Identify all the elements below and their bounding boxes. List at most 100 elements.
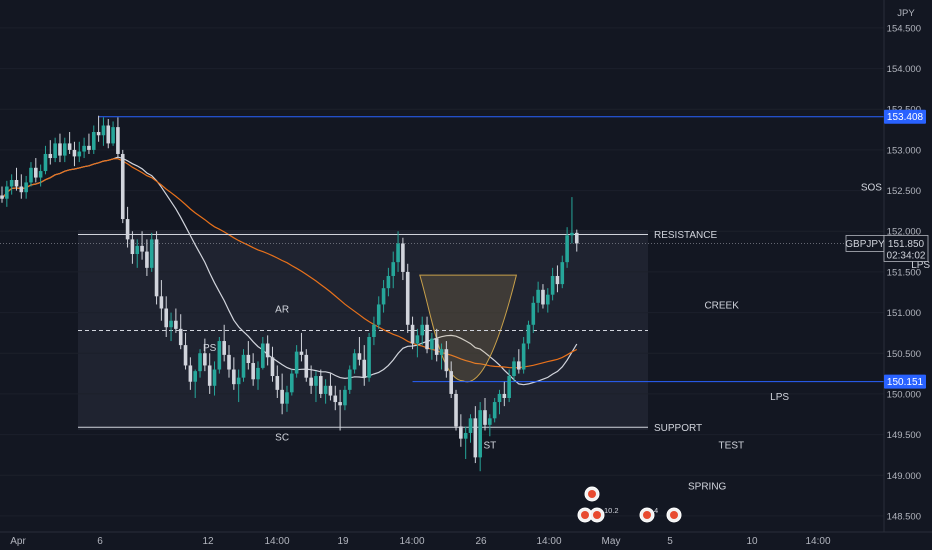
price-tick: 150.500 — [887, 349, 921, 360]
candle-body — [483, 410, 487, 425]
wyckoff-label-sc: SC — [275, 432, 289, 443]
candle-body — [314, 376, 318, 386]
flag-icon[interactable] — [584, 486, 600, 502]
candles — [0, 115, 579, 472]
candle-body — [227, 354, 231, 370]
candle-body — [82, 145, 86, 152]
candle-body — [62, 143, 67, 156]
flag-icon[interactable] — [666, 507, 682, 523]
candle-body — [299, 351, 304, 355]
time-tick: 14:00 — [805, 536, 830, 547]
candle-body — [386, 275, 391, 289]
candle-body — [463, 432, 468, 439]
candle-body — [497, 393, 502, 403]
candle-body — [87, 145, 91, 150]
candle-body — [149, 239, 154, 268]
price-tag-box — [884, 109, 926, 124]
time-tick: 10 — [746, 536, 758, 547]
price-tick: 148.500 — [887, 511, 921, 522]
candle-body — [217, 341, 222, 370]
candle-body — [169, 320, 173, 328]
candle-body — [48, 153, 53, 159]
candle-body — [304, 354, 309, 378]
event-icons[interactable]: 10.2 4 — [577, 486, 682, 523]
candle-body — [270, 357, 275, 377]
candle-body — [178, 328, 183, 346]
candle-body — [96, 132, 101, 136]
candle-body — [116, 127, 120, 154]
candle-body — [58, 143, 62, 156]
candle-body — [193, 371, 197, 382]
time-tick: 26 — [475, 536, 487, 547]
flag-icon[interactable]: 10.2 — [589, 506, 619, 523]
price-tick: 152.000 — [887, 227, 921, 238]
candle-body — [454, 393, 458, 427]
candle-body — [294, 351, 299, 374]
creek-curve — [419, 274, 518, 383]
candle-body — [517, 361, 521, 370]
wyckoff-label-ar: AR — [275, 305, 289, 316]
price-tick: 154.500 — [887, 23, 921, 34]
candle-body — [347, 369, 352, 390]
candle-body — [246, 354, 251, 364]
candle-body — [478, 410, 482, 458]
candle-body — [212, 369, 217, 386]
candle-body — [290, 373, 294, 393]
candle-body — [434, 338, 439, 355]
candle-body — [38, 171, 43, 178]
candle-body — [19, 186, 24, 193]
wyckoff-label-lps: LPS — [911, 260, 930, 271]
symbol-tag-text: GBPJPY — [845, 239, 885, 250]
candle-body — [430, 338, 434, 350]
candle-body — [43, 153, 48, 172]
resistance-label: RESISTANCE — [654, 230, 717, 241]
candle-body — [444, 349, 449, 372]
candle-body — [198, 353, 202, 372]
wyckoff-label-sos: SOS — [861, 183, 882, 194]
candle-body — [318, 376, 323, 394]
candle-body — [507, 376, 511, 398]
candle-body — [34, 167, 38, 178]
event-dot — [581, 511, 589, 519]
candle-body — [5, 186, 9, 199]
time-tick: 14:00 — [264, 536, 289, 547]
event-dot — [593, 511, 601, 519]
flag-icon[interactable]: 4 — [639, 506, 658, 523]
candle-body — [531, 302, 536, 325]
candle-body — [135, 245, 140, 255]
candle-body — [207, 365, 212, 386]
candle-body — [14, 180, 19, 187]
candle-body — [29, 167, 33, 183]
candle-body — [275, 376, 280, 390]
candle-body — [560, 262, 565, 285]
candle-body — [555, 275, 560, 285]
candle-body — [203, 353, 207, 366]
candle-body — [145, 251, 149, 268]
price-tag-text: 150.151 — [887, 377, 924, 388]
candle-body — [0, 195, 4, 199]
candle-body — [570, 232, 574, 236]
candle-body — [574, 232, 579, 244]
last-price-text: 151.850 — [888, 239, 925, 250]
price-tag-text: 153.408 — [887, 112, 924, 123]
moving-averages — [1, 156, 578, 386]
candle-body — [420, 324, 425, 336]
candle-body — [425, 324, 429, 350]
candle-body — [343, 389, 347, 406]
candle-body — [285, 392, 289, 404]
candle-body — [357, 353, 362, 360]
time-axis[interactable]: Apr 6 12 14:00 19 14:00 26 14:00 May 5 10 14:00 — [10, 536, 831, 547]
event-badge: 4 — [654, 506, 658, 515]
candle-body — [545, 294, 550, 305]
candle-body — [468, 418, 473, 433]
candle-body — [488, 418, 492, 425]
candle-body — [101, 125, 106, 136]
price-tick: 151.500 — [887, 267, 921, 278]
candle-body — [502, 393, 507, 398]
candle-body — [159, 296, 164, 309]
support-label: SUPPORT — [654, 423, 702, 434]
price-tick: 153.000 — [887, 145, 921, 156]
time-tick: May — [602, 536, 621, 547]
time-tick: 14:00 — [399, 536, 424, 547]
